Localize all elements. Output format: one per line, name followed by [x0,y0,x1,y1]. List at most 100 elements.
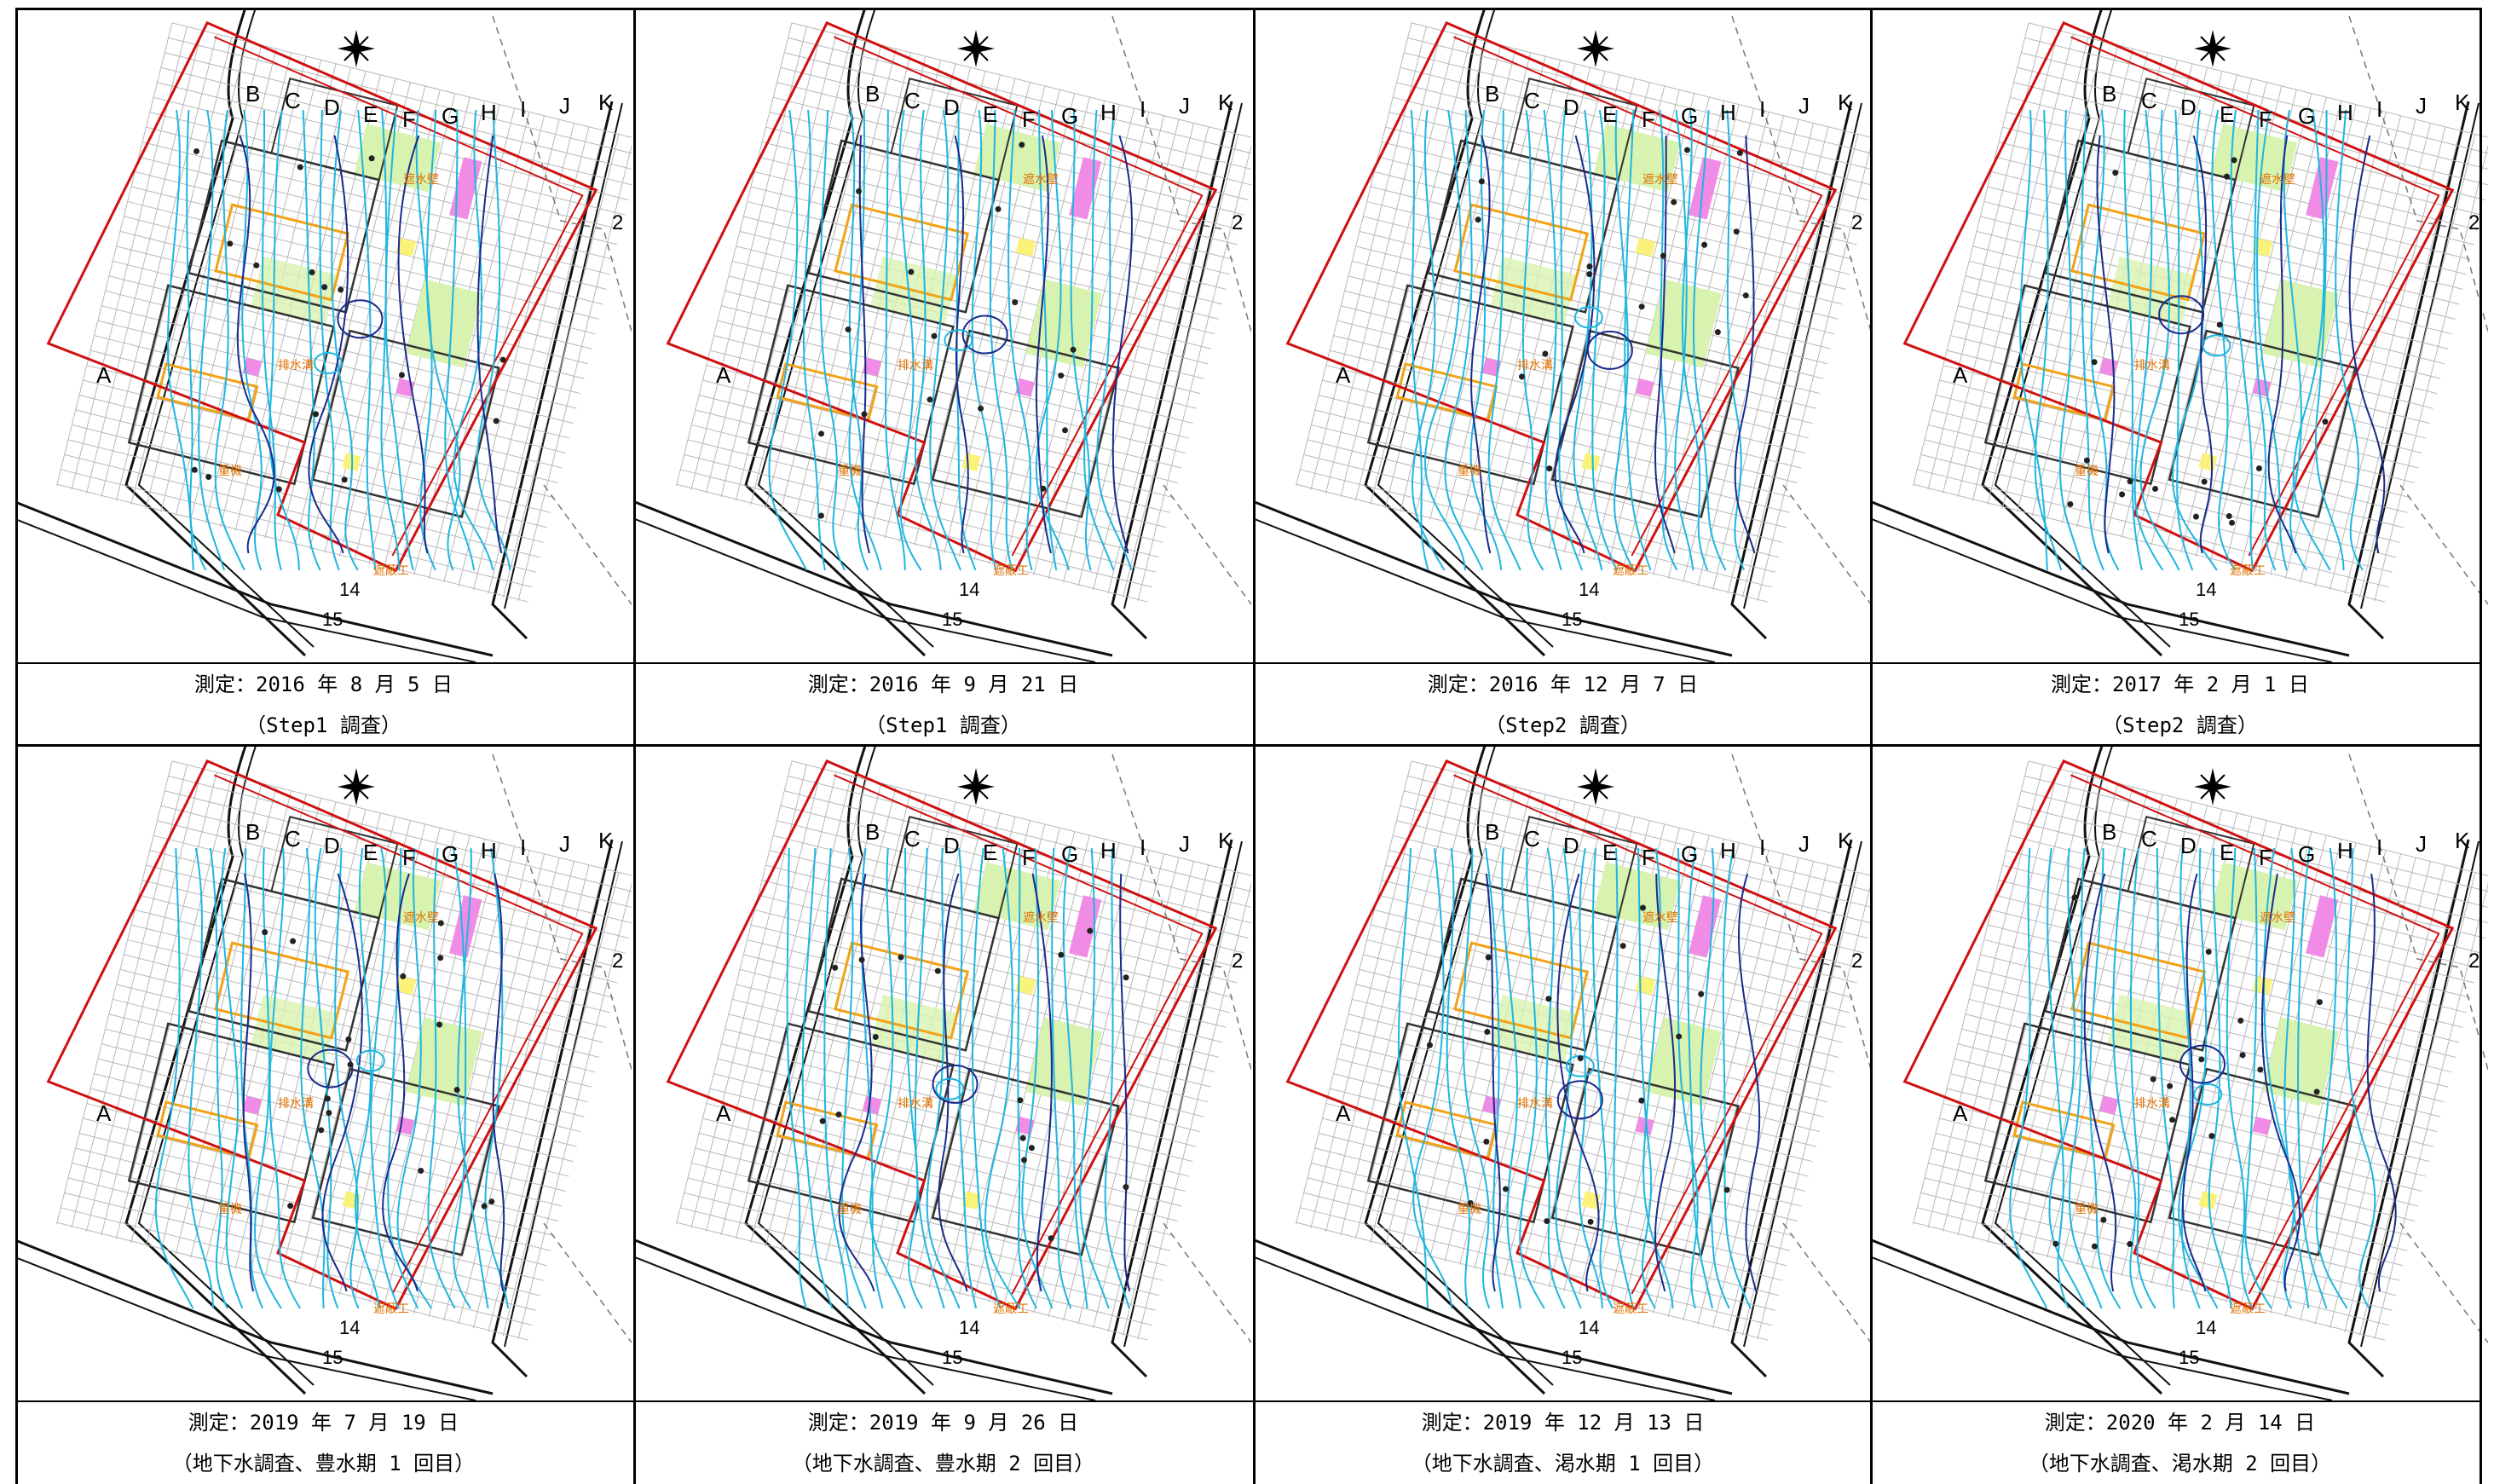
facility-tag: 遮蔽工 [1613,1302,1648,1315]
column-label-c: C [904,88,921,113]
panel-caption: 測定：2017 年 2 月 1 日 （Step2 調査） [1872,664,2488,746]
groundwater-contour-map: BCDEFGHIJKLA21415遮水壁排水溝重機遮蔽工 [635,746,1251,1400]
column-label-d: D [324,95,340,120]
facility-tag: 遮水壁 [403,910,439,924]
column-label-i: I [1759,96,1765,122]
column-label-c: C [285,826,301,852]
column-label-e: E [363,101,378,127]
measurement-date: 測定：2019 年 7 月 19 日 [188,1411,459,1435]
facility-tag: 排水溝 [1517,1096,1553,1110]
row-label-2: 2 [612,950,623,973]
area-label-a: A [1336,362,1351,388]
panel-divider [15,744,2482,747]
measurement-date: 測定：2019 年 12 月 13 日 [1421,1411,1705,1435]
column-label-h: H [1100,838,1117,863]
row-label-14: 14 [2196,579,2216,600]
measurement-date: 測定：2016 年 9 月 21 日 [807,673,1079,696]
facility-tag: 遮蔽工 [373,1302,409,1315]
survey-panel: BCDEFGHIJKLA21415遮水壁排水溝重機遮蔽工測定：2019 年 7 … [15,746,632,1484]
column-label-g: G [2298,841,2315,867]
row-label-14: 14 [1579,1317,1599,1338]
column-label-d: D [1563,95,1579,120]
measurement-date: 測定：2016 年 12 月 7 日 [1427,673,1699,696]
groundwater-contour-map: BCDEFGHIJKLA21415遮水壁排水溝重機遮蔽工 [1255,8,1871,662]
row-label-15: 15 [942,609,962,630]
area-label-a: A [716,362,731,388]
column-label-b: B [1485,819,1499,845]
column-label-b: B [2102,819,2116,845]
panel-caption: 測定：2016 年 8 月 5 日 （Step1 調査） [15,664,632,746]
north-arrow-icon [338,768,375,806]
column-label-d: D [324,833,340,858]
facility-tag: 排水溝 [2134,1096,2170,1110]
survey-panel: BCDEFGHIJKLA21415遮水壁排水溝重機遮蔽工測定：2016 年 9 … [635,8,1251,746]
column-label-g: G [442,103,459,129]
facility-tag: 遮水壁 [2260,172,2295,186]
north-arrow-icon [957,30,995,67]
column-label-b: B [865,819,880,845]
column-label-e: E [2220,840,2234,865]
facility-tag: 排水溝 [278,358,314,372]
column-label-i: I [2376,834,2382,860]
column-label-k: K [1838,90,1853,115]
column-label-b: B [2102,81,2116,107]
column-label-h: H [481,100,497,125]
column-label-i: I [520,96,526,122]
survey-phase: （Step2 調査） [1485,713,1641,737]
column-label-c: C [1524,88,1540,113]
measurement-date: 測定：2019 年 9 月 26 日 [807,1411,1079,1435]
facility-tag: 重機 [838,1202,862,1215]
facility-tag: 排水溝 [278,1096,314,1110]
facility-tag: 重機 [1458,464,1481,477]
column-label-i: I [520,834,526,860]
facility-tag: 遮水壁 [403,172,439,186]
facility-tag: 重機 [2075,1202,2099,1215]
column-label-c: C [2141,88,2157,113]
facility-tag: 排水溝 [1517,358,1553,372]
north-arrow-icon [1577,768,1614,806]
row-label-15: 15 [942,1347,962,1368]
area-label-a: A [1953,1100,1968,1126]
groundwater-contour-map: BCDEFGHIJKLA21415遮水壁排水溝重機遮蔽工 [15,8,632,662]
column-label-f: F [1642,845,1655,870]
column-label-i: I [1140,834,1146,860]
survey-panel: BCDEFGHIJKLA21415遮水壁排水溝重機遮蔽工測定：2016 年 12… [1255,8,1871,746]
facility-tag: 遮蔽工 [993,563,1029,577]
measurement-date: 測定：2017 年 2 月 1 日 [2051,673,2309,696]
row-label-15: 15 [2179,1347,2199,1368]
survey-panel: BCDEFGHIJKLA21415遮水壁排水溝重機遮蔽工測定：2020 年 2 … [1872,746,2488,1484]
column-label-f: F [402,107,416,132]
column-label-g: G [1061,841,1078,867]
column-label-i: I [1140,96,1146,122]
facility-tag: 遮水壁 [1023,172,1059,186]
survey-phase: （地下水調査、豊水期 2 回目） [791,1452,1095,1475]
facility-tag: 遮蔽工 [1613,563,1648,577]
facility-tag: 遮蔽工 [993,1302,1029,1315]
map-grid: BCDEFGHIJKLA21415遮水壁排水溝重機遮蔽工測定：2016 年 8 … [15,8,2488,1484]
column-label-j: J [2416,831,2427,857]
facility-tag: 重機 [1458,1202,1481,1215]
column-label-g: G [1061,103,1078,129]
column-label-c: C [1524,826,1540,852]
column-label-j: J [1179,93,1190,118]
column-label-b: B [245,819,260,845]
column-label-j: J [559,93,570,118]
column-label-h: H [481,838,497,863]
survey-phase: （Step1 調査） [865,713,1021,737]
groundwater-contour-map: BCDEFGHIJKLA21415遮水壁排水溝重機遮蔽工 [1872,746,2488,1400]
column-label-e: E [2220,101,2234,127]
column-label-d: D [2180,833,2197,858]
column-label-f: F [2259,107,2272,132]
row-label-2: 2 [2468,211,2480,234]
area-label-a: A [96,362,112,388]
survey-phase: （地下水調査、渇水期 2 回目） [2028,1452,2332,1475]
facility-tag: 遮蔽工 [373,563,409,577]
column-label-k: K [2455,90,2470,115]
column-label-j: J [1179,831,1190,857]
column-label-g: G [1681,841,1698,867]
column-label-k: K [1838,828,1853,853]
column-label-c: C [2141,826,2157,852]
column-label-g: G [2298,103,2315,129]
column-label-h: H [1720,100,1736,125]
panel-caption: 測定：2019 年 7 月 19 日 （地下水調査、豊水期 1 回目） [15,1402,632,1484]
